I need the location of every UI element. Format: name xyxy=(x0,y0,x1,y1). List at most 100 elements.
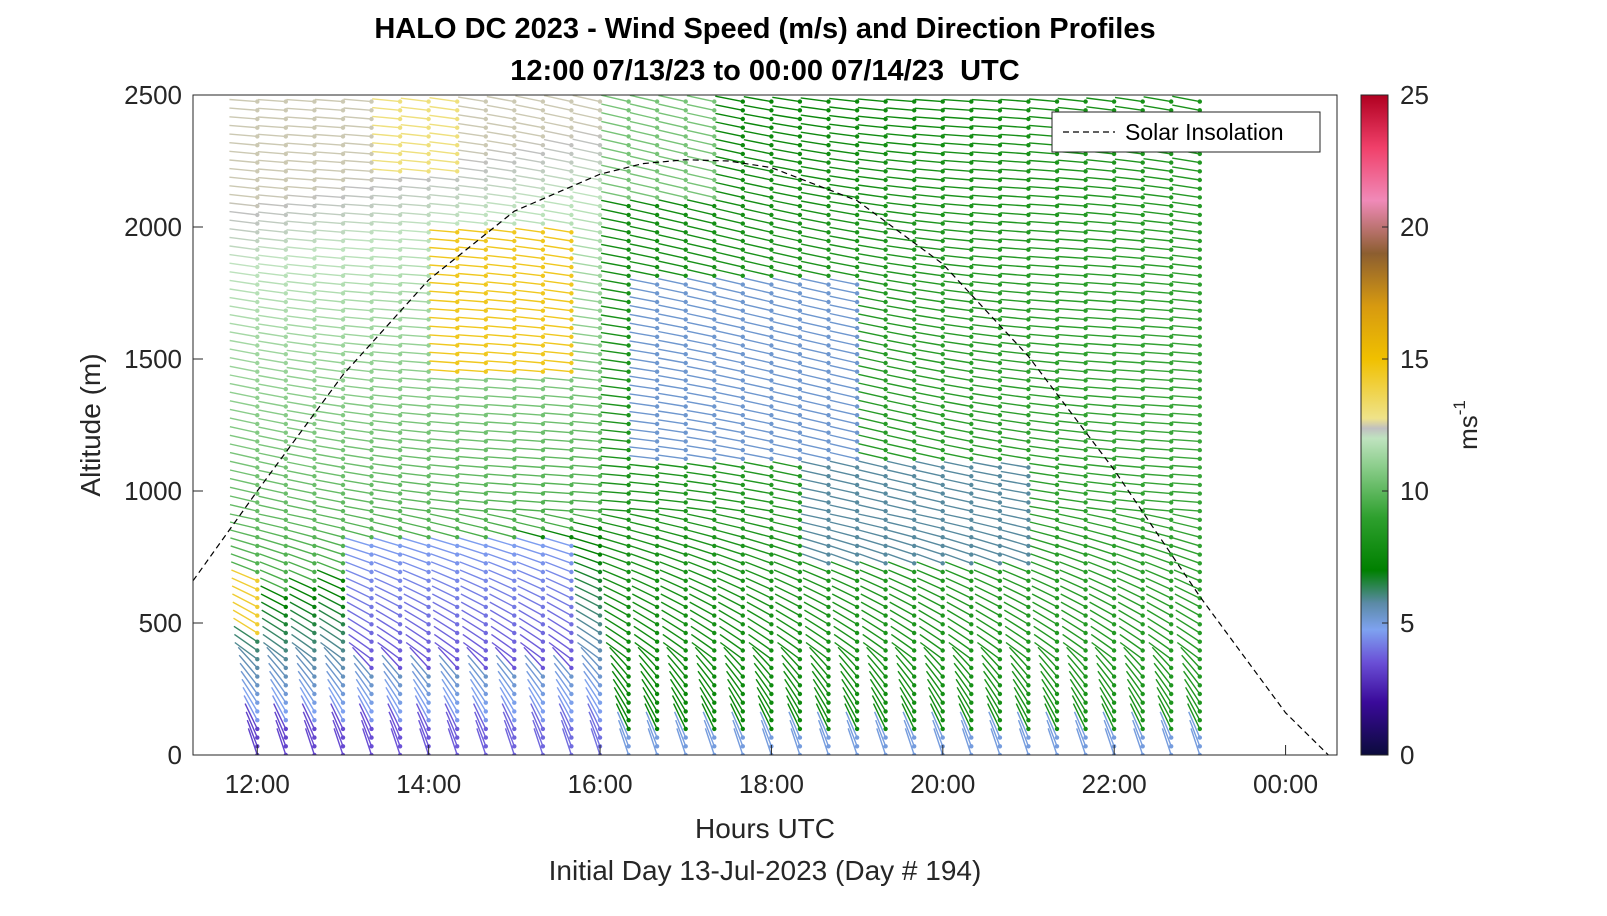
wind-barb-dot xyxy=(683,386,688,392)
wind-barb-dot xyxy=(854,134,860,139)
wind-barb-dot xyxy=(883,482,888,488)
wind-barb-staff xyxy=(372,428,401,434)
wind-barb-dot xyxy=(1026,378,1031,383)
wind-barb-staff xyxy=(514,386,543,390)
wind-barb-staff xyxy=(629,155,658,164)
wind-barb-staff xyxy=(658,225,686,233)
wind-barb-staff xyxy=(429,308,458,312)
wind-barb-staff xyxy=(629,269,658,277)
wind-barb-staff xyxy=(346,601,372,617)
wind-barb-dot xyxy=(283,299,288,305)
wind-barb-dot xyxy=(397,482,403,488)
wind-barb-dot xyxy=(740,691,745,697)
wind-barb-staff xyxy=(1143,351,1172,355)
wind-barb-staff xyxy=(543,271,572,277)
wind-barb-dot xyxy=(426,308,431,313)
wind-barb-dot xyxy=(883,151,888,157)
wind-barb-staff xyxy=(688,569,715,582)
wind-barb-dot xyxy=(854,700,860,705)
wind-barb-dot xyxy=(969,203,974,209)
wind-barb-staff xyxy=(1000,436,1029,443)
wind-barb-dot xyxy=(483,578,488,583)
wind-barb-dot xyxy=(654,639,660,644)
wind-barb-staff xyxy=(829,106,858,111)
wind-barb-staff xyxy=(1143,193,1172,199)
wind-barb-dot xyxy=(1169,691,1174,697)
wind-barb-staff xyxy=(572,200,601,207)
wind-barb-dot xyxy=(312,299,317,305)
wind-barb-dot xyxy=(512,247,517,252)
wind-barb-staff xyxy=(772,537,801,547)
wind-barb-staff xyxy=(1143,210,1172,216)
wind-barb-dot xyxy=(626,578,631,583)
wind-barb-staff xyxy=(267,654,287,678)
wind-barb-dot xyxy=(940,177,945,183)
wind-barb-staff xyxy=(462,625,487,643)
wind-barb-staff xyxy=(662,641,687,660)
wind-barb-dot xyxy=(654,369,660,374)
wind-barb-staff xyxy=(902,711,915,738)
wind-barb-staff xyxy=(601,199,629,207)
wind-barb-dot xyxy=(969,447,974,453)
wind-barb-dot xyxy=(455,709,460,714)
wind-barb-dot xyxy=(883,517,888,522)
wind-barb-dot xyxy=(997,691,1003,697)
wind-barb-staff xyxy=(801,347,829,355)
wind-barb-dot xyxy=(455,308,460,313)
wind-barb-staff xyxy=(1003,593,1029,608)
wind-barb-staff xyxy=(801,553,829,564)
wind-barb-staff xyxy=(496,662,515,686)
wind-barb-dot xyxy=(1111,282,1117,287)
wind-barb-dot xyxy=(255,691,260,697)
wind-barb-dot xyxy=(712,169,717,174)
wind-barb-dot xyxy=(597,378,603,383)
wind-barb-dot xyxy=(369,221,374,226)
wind-barb-dot xyxy=(940,430,945,435)
wind-barb-dot xyxy=(569,604,574,610)
wind-barb-staff xyxy=(429,194,458,199)
wind-barb-dot xyxy=(455,665,460,671)
wind-barb-dot xyxy=(1083,752,1088,755)
wind-barb-staff xyxy=(1086,106,1115,111)
wind-barb-dot xyxy=(597,116,603,122)
wind-barb-dot xyxy=(797,317,803,322)
wind-barb-staff xyxy=(286,409,315,416)
wind-barb-staff xyxy=(1114,185,1143,190)
wind-barb-dot xyxy=(740,230,745,235)
wind-barb-staff xyxy=(686,260,715,268)
wind-barb-dot xyxy=(1083,474,1088,479)
wind-barb-dot xyxy=(455,221,460,226)
wind-barb-staff xyxy=(1029,454,1058,460)
wind-barb-staff xyxy=(600,261,629,268)
wind-barb-staff xyxy=(857,141,886,146)
wind-barb-staff xyxy=(515,139,544,146)
wind-barb-dot xyxy=(540,151,546,157)
wind-barb-dot xyxy=(312,369,317,374)
wind-barb-dot xyxy=(283,256,288,261)
wind-barb-staff xyxy=(886,348,915,355)
wind-barb-dot xyxy=(740,291,745,296)
wind-barb-staff xyxy=(914,219,943,225)
wind-barb-dot xyxy=(940,622,945,627)
wind-barb-staff xyxy=(686,155,715,164)
wind-barb-dot xyxy=(912,430,917,435)
wind-barb-dot xyxy=(369,395,374,400)
wind-barb-staff xyxy=(694,646,715,669)
wind-barb-dot xyxy=(1054,604,1060,610)
wind-barb-dot xyxy=(1111,491,1117,496)
wind-barb-dot xyxy=(826,674,831,679)
wind-barb-dot xyxy=(997,552,1003,557)
wind-barb-staff xyxy=(347,609,372,625)
wind-barb-dot xyxy=(397,735,403,740)
wind-barb-staff xyxy=(517,585,544,599)
wind-barb-staff xyxy=(572,261,601,268)
wind-barb-dot xyxy=(597,282,603,287)
wind-barb-dot xyxy=(1083,177,1088,183)
wind-barb-staff xyxy=(358,703,373,730)
wind-barb-staff xyxy=(601,521,629,530)
wind-barb-dot xyxy=(569,709,574,714)
wind-barb-staff xyxy=(886,296,915,303)
wind-barb-dot xyxy=(312,456,317,461)
wind-barb-dot xyxy=(1054,186,1060,191)
wind-barb-dot xyxy=(340,108,346,113)
